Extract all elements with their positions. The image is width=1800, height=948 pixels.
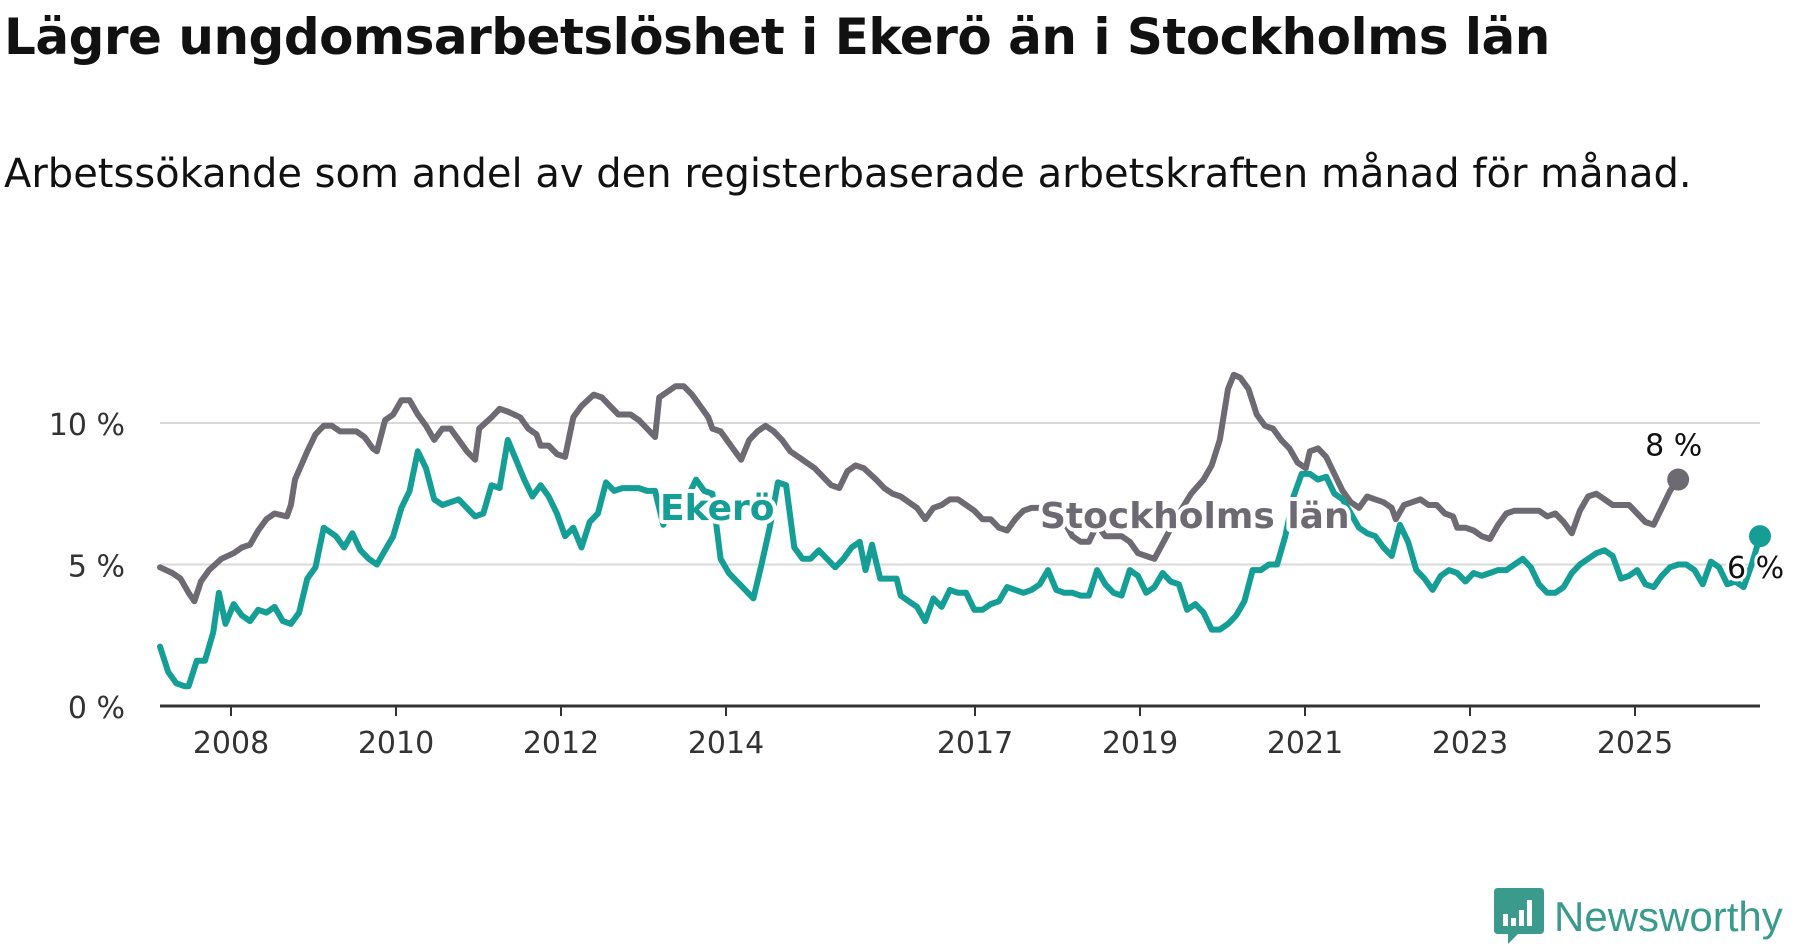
series-end-marker (1749, 525, 1771, 548)
series-end-label: 6 % (1727, 551, 1784, 586)
y-tick-label: 10 % (49, 408, 125, 443)
axes: 0 % 5 % 10 % 2008 2010 2012 2014 2017 2019 2021 20… (49, 408, 1760, 761)
series-end-marker (1667, 468, 1690, 491)
chart-subtitle: Arbetssökande som andel av den registerb… (4, 151, 1692, 197)
x-tick-label: 2008 (193, 726, 269, 761)
series-line (157, 436, 1763, 690)
x-tick-label: 2019 (1102, 726, 1178, 761)
x-tick-label: 2017 (937, 726, 1013, 761)
series-label-ekero: Ekerö (660, 488, 774, 529)
x-tick-label: 2023 (1432, 726, 1508, 761)
x-tick-label: 2021 (1267, 726, 1343, 761)
newsworthy-logo: Newsworthy (1494, 888, 1783, 946)
series-end-label: 8 % (1645, 429, 1702, 464)
y-tick-label: 0 % (68, 691, 125, 726)
grid-lines (160, 421, 1760, 566)
x-tick-label: 2014 (688, 726, 764, 761)
series-line (157, 371, 1682, 605)
x-tick-label: 2010 (358, 726, 434, 761)
x-tick-label: 2025 (1597, 726, 1673, 761)
series-lines (157, 371, 1771, 690)
chart-title: Lägre ungdomsarbetslöshet i Ekerö än i S… (4, 8, 1550, 66)
brand-name: Newsworthy (1554, 893, 1783, 940)
x-tick-label: 2012 (523, 726, 599, 761)
newsworthy-logo-icon (1494, 888, 1544, 944)
series-labels: 8 % 6 % Ekerö Stockholms län (656, 426, 1787, 590)
y-tick-label: 5 % (68, 549, 125, 584)
series-label-stockholm: Stockholms län (1040, 496, 1350, 537)
